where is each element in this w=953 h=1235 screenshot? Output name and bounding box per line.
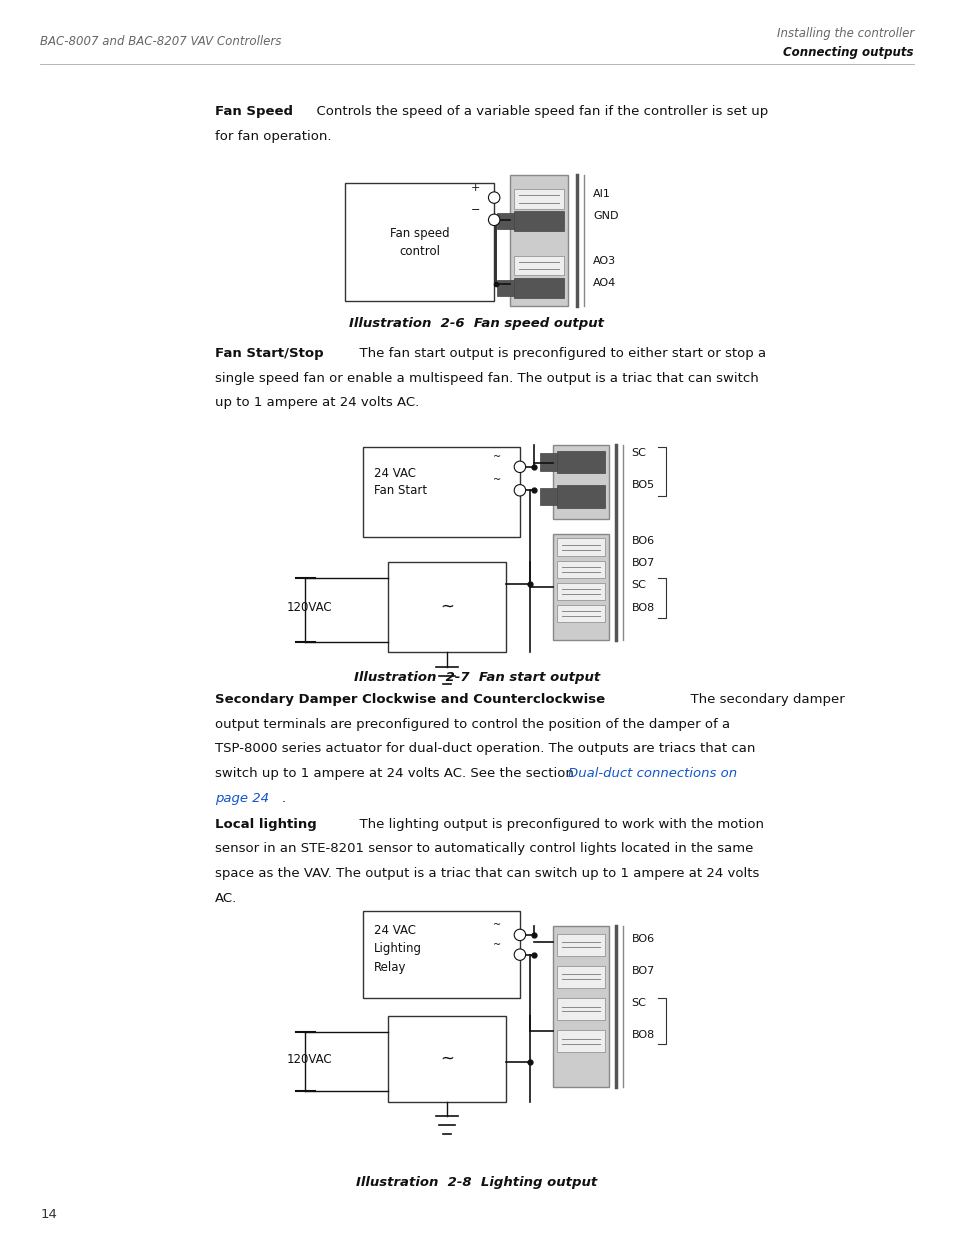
Circle shape bbox=[514, 484, 525, 496]
Text: Connecting outputs: Connecting outputs bbox=[782, 46, 913, 59]
Circle shape bbox=[514, 929, 525, 941]
Bar bbox=[553, 926, 608, 1087]
Bar bbox=[388, 562, 505, 652]
Bar bbox=[514, 278, 563, 298]
Text: page 24: page 24 bbox=[214, 792, 269, 805]
Circle shape bbox=[514, 461, 525, 473]
Text: ~: ~ bbox=[492, 452, 500, 462]
Bar bbox=[557, 583, 604, 600]
Text: up to 1 ampere at 24 volts AC.: up to 1 ampere at 24 volts AC. bbox=[214, 396, 418, 410]
Text: Fan Start/Stop: Fan Start/Stop bbox=[214, 347, 323, 361]
Text: Illustration  2-7  Fan start output: Illustration 2-7 Fan start output bbox=[354, 671, 599, 684]
Bar bbox=[557, 934, 604, 956]
Text: 120VAC: 120VAC bbox=[286, 600, 332, 614]
Bar bbox=[510, 175, 567, 306]
Text: switch up to 1 ampere at 24 volts AC. See the section: switch up to 1 ampere at 24 volts AC. Se… bbox=[214, 767, 578, 781]
Bar bbox=[557, 485, 604, 508]
Text: Controls the speed of a variable speed fan if the controller is set up: Controls the speed of a variable speed f… bbox=[308, 105, 767, 119]
Bar bbox=[557, 1030, 604, 1052]
Bar bbox=[497, 280, 514, 295]
Text: for fan operation.: for fan operation. bbox=[214, 130, 331, 143]
Text: single speed fan or enable a multispeed fan. The output is a triac that can swit: single speed fan or enable a multispeed … bbox=[214, 372, 758, 385]
Text: ~: ~ bbox=[439, 598, 454, 616]
Text: Relay: Relay bbox=[374, 961, 406, 974]
Bar bbox=[557, 451, 604, 473]
Bar bbox=[514, 211, 563, 231]
Bar bbox=[539, 453, 557, 471]
Text: BO8: BO8 bbox=[631, 1030, 654, 1040]
Bar bbox=[557, 561, 604, 578]
Text: .: . bbox=[281, 792, 285, 805]
Text: Secondary Damper Clockwise and Counterclockwise: Secondary Damper Clockwise and Countercl… bbox=[214, 693, 604, 706]
Bar bbox=[497, 214, 514, 228]
Text: 14: 14 bbox=[40, 1208, 57, 1221]
Text: AC.: AC. bbox=[214, 892, 236, 905]
Text: space as the VAV. The output is a triac that can switch up to 1 ampere at 24 vol: space as the VAV. The output is a triac … bbox=[214, 867, 759, 881]
Text: 120VAC: 120VAC bbox=[286, 1052, 332, 1066]
Text: −: − bbox=[470, 205, 479, 215]
Text: BO8: BO8 bbox=[631, 603, 654, 613]
Text: AI1: AI1 bbox=[593, 189, 611, 199]
Bar bbox=[539, 488, 557, 505]
Text: Installing the controller: Installing the controller bbox=[776, 27, 913, 41]
Bar bbox=[557, 538, 604, 556]
Text: BO6: BO6 bbox=[631, 536, 654, 546]
Circle shape bbox=[488, 191, 499, 204]
Text: +: + bbox=[470, 183, 479, 193]
Text: Illustration  2-8  Lighting output: Illustration 2-8 Lighting output bbox=[356, 1176, 597, 1189]
Text: Lighting: Lighting bbox=[374, 942, 421, 956]
Text: BO6: BO6 bbox=[631, 934, 654, 944]
Circle shape bbox=[514, 948, 525, 961]
Text: Illustration  2-6  Fan speed output: Illustration 2-6 Fan speed output bbox=[349, 317, 604, 331]
Text: AO4: AO4 bbox=[593, 278, 616, 288]
Bar bbox=[557, 998, 604, 1020]
Text: GND: GND bbox=[593, 211, 618, 221]
Bar bbox=[514, 256, 563, 275]
Bar bbox=[514, 189, 563, 209]
Text: BO7: BO7 bbox=[631, 558, 654, 568]
Text: The secondary damper: The secondary damper bbox=[681, 693, 844, 706]
Text: Fan Start: Fan Start bbox=[374, 484, 427, 498]
Text: Fan speed
control: Fan speed control bbox=[390, 226, 449, 258]
Bar bbox=[362, 447, 519, 537]
Text: sensor in an STE-8201 sensor to automatically control lights located in the same: sensor in an STE-8201 sensor to automati… bbox=[214, 842, 752, 856]
Text: BO7: BO7 bbox=[631, 966, 654, 976]
Text: The fan start output is preconfigured to either start or stop a: The fan start output is preconfigured to… bbox=[351, 347, 765, 361]
Text: SC: SC bbox=[631, 580, 646, 590]
Text: BAC-8007 and BAC-8207 VAV Controllers: BAC-8007 and BAC-8207 VAV Controllers bbox=[40, 35, 281, 48]
Circle shape bbox=[488, 214, 499, 226]
Text: output terminals are preconfigured to control the position of the damper of a: output terminals are preconfigured to co… bbox=[214, 718, 729, 731]
Bar bbox=[557, 966, 604, 988]
Text: ~: ~ bbox=[492, 475, 500, 485]
Text: ~: ~ bbox=[492, 920, 500, 930]
Text: Fan Speed: Fan Speed bbox=[214, 105, 293, 119]
Bar bbox=[557, 605, 604, 622]
Text: 24 VAC: 24 VAC bbox=[374, 924, 416, 937]
Bar bbox=[553, 445, 608, 519]
Text: AO3: AO3 bbox=[593, 256, 616, 266]
Text: ~: ~ bbox=[439, 1050, 454, 1068]
Bar bbox=[553, 534, 608, 640]
Text: Dual-duct connections on: Dual-duct connections on bbox=[567, 767, 736, 781]
Text: Local lighting: Local lighting bbox=[214, 818, 316, 831]
Text: TSP-8000 series actuator for dual-duct operation. The outputs are triacs that ca: TSP-8000 series actuator for dual-duct o… bbox=[214, 742, 754, 756]
Bar bbox=[362, 911, 519, 998]
Bar bbox=[388, 1016, 505, 1102]
Text: 24 VAC: 24 VAC bbox=[374, 467, 416, 480]
Text: SC: SC bbox=[631, 998, 646, 1008]
Text: ~: ~ bbox=[492, 940, 500, 950]
Text: The lighting output is preconfigured to work with the motion: The lighting output is preconfigured to … bbox=[351, 818, 763, 831]
Text: SC: SC bbox=[631, 448, 646, 458]
Bar bbox=[345, 183, 494, 301]
Text: BO5: BO5 bbox=[631, 480, 654, 490]
